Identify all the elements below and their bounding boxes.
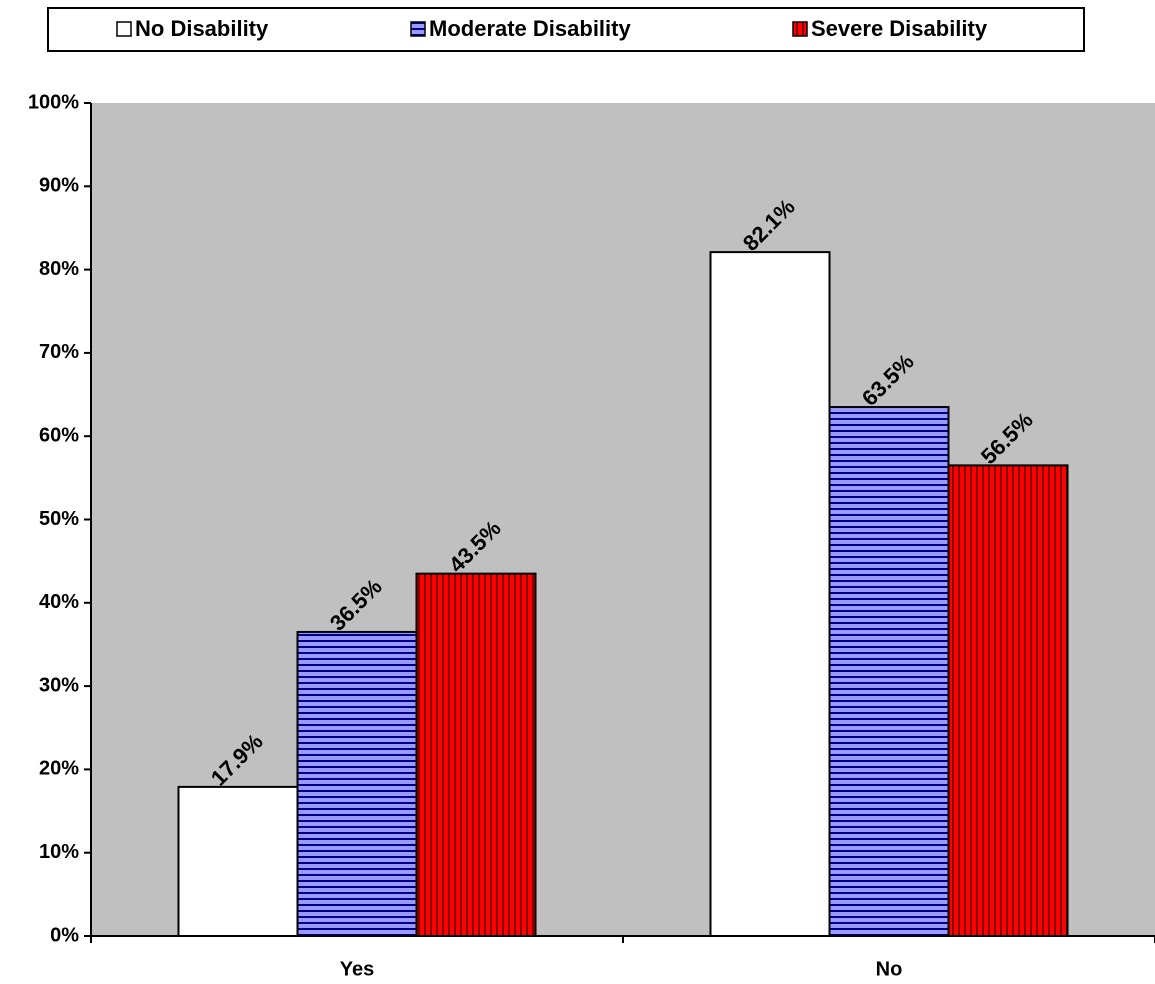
legend-item-no-disability: No Disability <box>116 16 269 41</box>
bar-severe-disability-yes <box>415 572 537 938</box>
bar-moderate-disability-no <box>828 406 950 938</box>
legend-swatch <box>410 21 426 37</box>
y-tick-label: 50% <box>39 508 79 530</box>
y-tick-label: 80% <box>39 258 79 280</box>
y-tick-label: 10% <box>39 841 79 863</box>
y-tick-label: 40% <box>39 591 79 613</box>
bar-moderate-disability-yes <box>296 630 418 938</box>
legend-label: No Disability <box>135 16 269 41</box>
bar-severe-disability-no <box>947 464 1069 937</box>
legend-swatch <box>116 21 132 37</box>
y-tick-label: 20% <box>39 758 79 780</box>
legend-item-severe-disability: Severe Disability <box>792 16 988 41</box>
y-tick-label: 70% <box>39 341 79 363</box>
y-tick-label: 100% <box>28 91 79 113</box>
legend-label: Moderate Disability <box>429 16 631 41</box>
legend-box <box>47 7 1085 52</box>
x-tick-label: No <box>876 958 903 980</box>
y-tick-label: 0% <box>50 924 79 946</box>
y-tick-label: 60% <box>39 424 79 446</box>
legend-swatch <box>792 21 808 37</box>
legend-item-moderate-disability: Moderate Disability <box>410 16 631 41</box>
legend: No Disability Moderate Disability Severe D… <box>47 7 1085 52</box>
y-tick-label: 30% <box>39 674 79 696</box>
y-tick-label: 90% <box>39 175 79 197</box>
x-tick-label: Yes <box>340 958 374 980</box>
bar-no-disability-no <box>709 251 831 937</box>
bar-no-disability-yes <box>177 785 299 937</box>
legend-label: Severe Disability <box>811 16 988 41</box>
